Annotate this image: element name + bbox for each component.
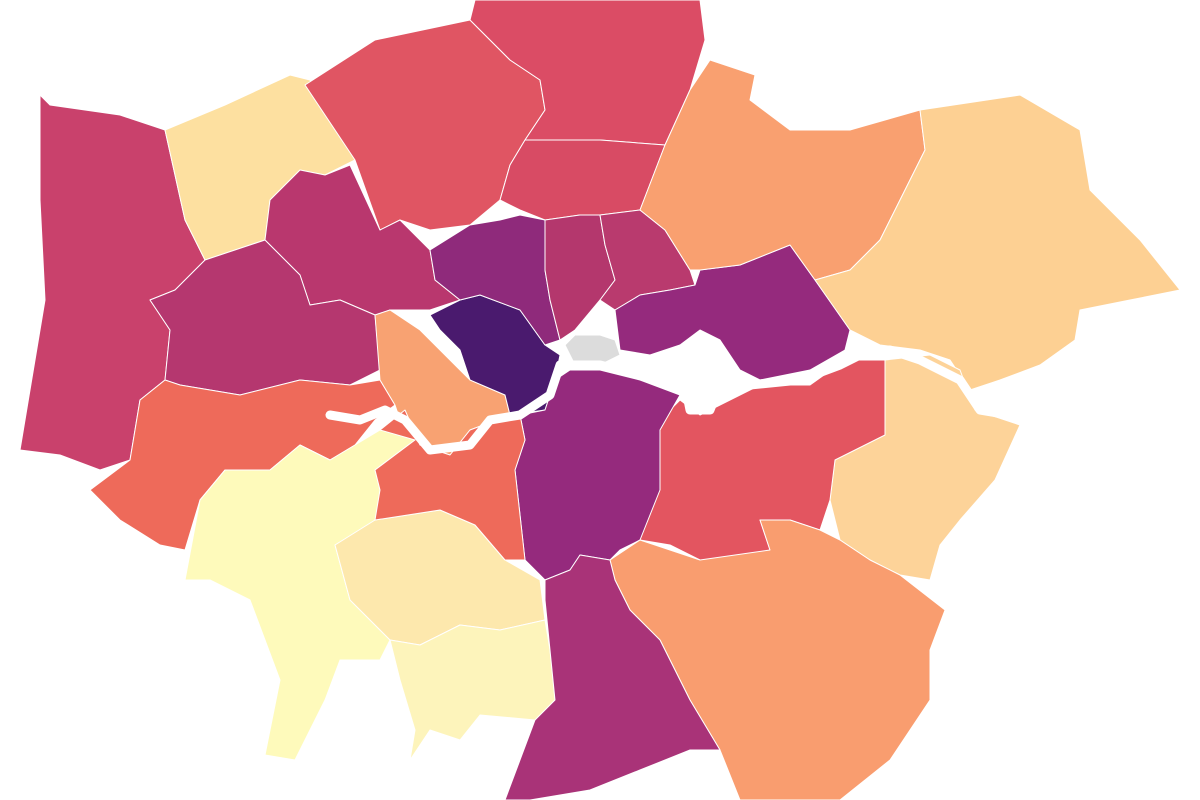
regions [19, 0, 1181, 800]
region [614, 244, 851, 381]
region [374, 409, 526, 561]
region [504, 554, 721, 800]
region [814, 94, 1181, 391]
river [325, 345, 1015, 455]
